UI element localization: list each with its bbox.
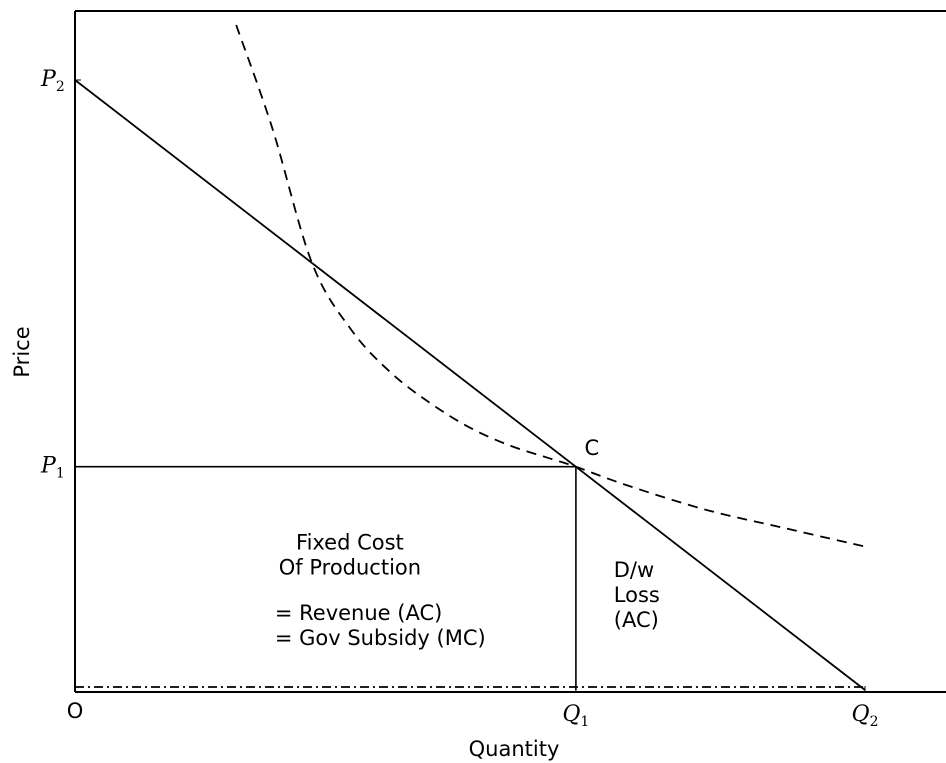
series-group [74,24,866,691]
y-axis-label: Price [10,326,34,377]
x-axis-label: Quantity [469,737,560,761]
y-tick-label-P1: P1 [40,454,65,482]
y-tick-label-P2: P2 [40,67,65,95]
series-line-solid [74,79,866,691]
annotation-1: C [585,436,600,460]
annotation-3: = Revenue (AC) = Gov Subsidy (MC) [275,601,486,650]
x-tick-label-Q2: Q2 [852,702,879,730]
x-tick-label-origin: O [67,699,84,723]
annotations-group: C Fixed Cost Of Production = Revenue (AC) = … [275,436,660,650]
reference-lines [75,465,577,690]
series-line-dashed [235,24,866,548]
x-tick-label-Q1: Q1 [562,702,589,730]
annotation-2: Fixed Cost Of Production [279,531,421,580]
axes-frame [74,10,946,693]
annotation-4: D/w Loss (AC) [614,558,660,632]
